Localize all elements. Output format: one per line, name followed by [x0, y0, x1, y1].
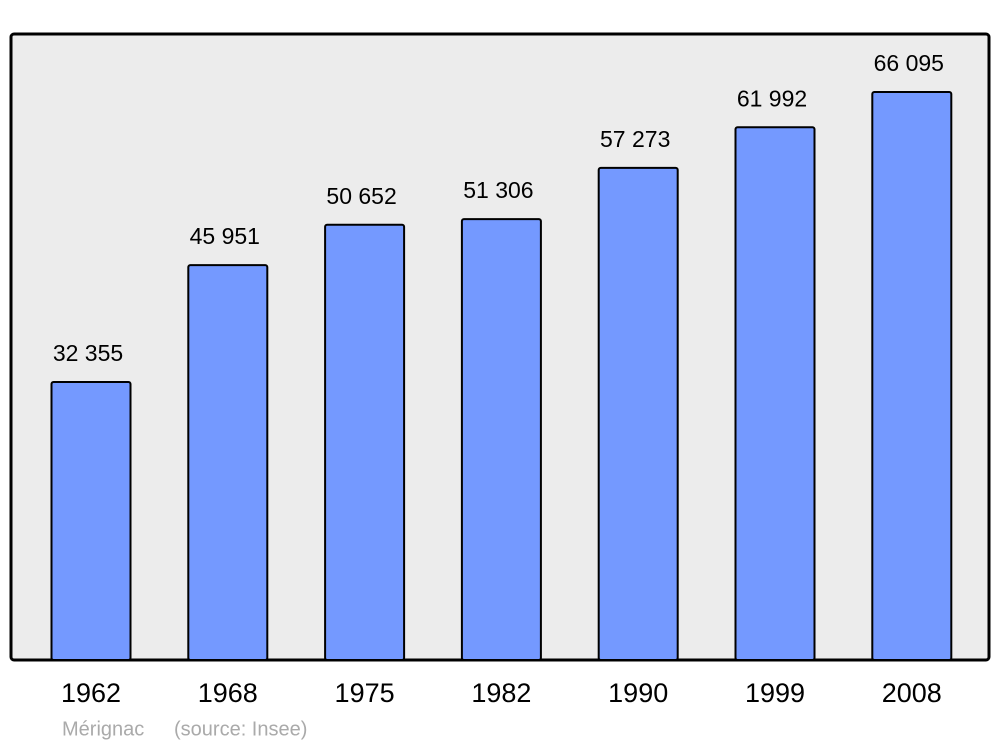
x-tick-label: 1962: [61, 678, 121, 708]
x-tick-label: 1982: [471, 678, 531, 708]
value-label: 45 951: [190, 223, 260, 249]
x-tick-label: 2008: [882, 678, 942, 708]
x-tick-label: 1999: [745, 678, 805, 708]
bar: [324, 223, 406, 661]
value-label: 61 992: [737, 85, 807, 111]
source-note: (source: Insee): [174, 718, 307, 740]
value-label: 66 095: [874, 50, 944, 76]
value-label: 50 652: [326, 183, 396, 209]
x-tick-label: 1990: [608, 678, 668, 708]
bar: [50, 380, 132, 661]
bar: [871, 91, 953, 661]
bar: [597, 166, 679, 661]
x-tick-label: 1968: [198, 678, 258, 708]
x-tick-label: 1975: [335, 678, 395, 708]
value-label: 57 273: [600, 126, 670, 152]
bar: [734, 126, 816, 662]
value-label: 51 306: [463, 177, 533, 203]
value-label: 32 355: [53, 340, 123, 366]
bar: [460, 218, 542, 661]
place-name: Mérignac: [62, 718, 144, 740]
bar: [187, 264, 269, 661]
